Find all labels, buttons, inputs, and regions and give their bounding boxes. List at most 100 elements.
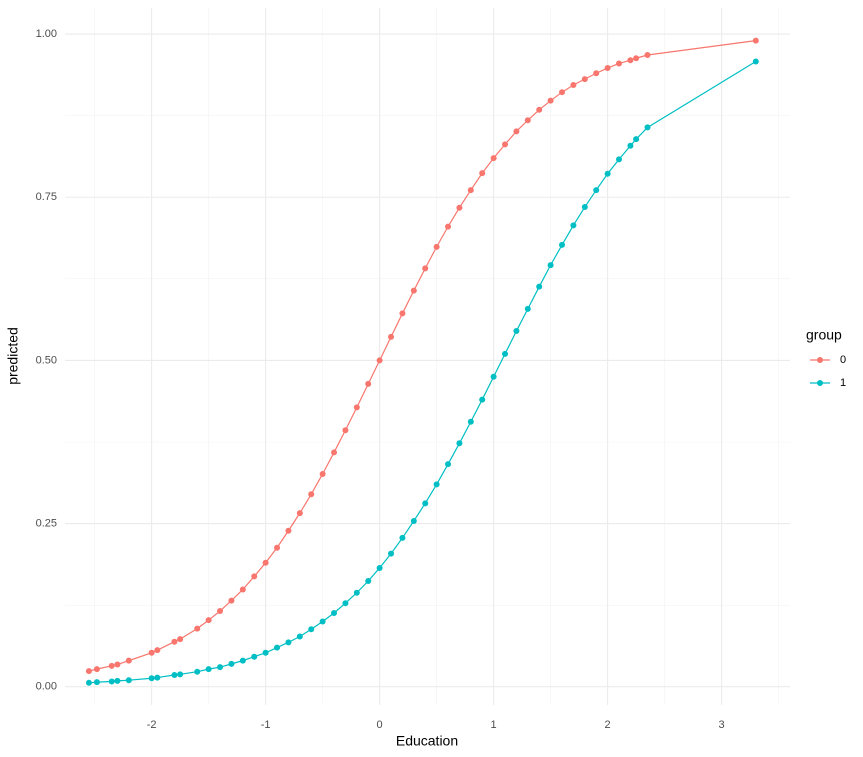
point [251, 573, 258, 580]
point [228, 660, 235, 667]
point [433, 481, 440, 488]
point [627, 142, 634, 149]
y-tick-label: 0.00 [36, 681, 57, 693]
point [342, 600, 349, 607]
x-tick-label: 0 [377, 719, 383, 731]
y-axis-title: predicted [5, 327, 21, 385]
point [228, 597, 235, 604]
point [239, 586, 246, 593]
point [570, 82, 577, 89]
point [376, 357, 383, 364]
point [319, 618, 326, 625]
point [422, 500, 429, 507]
legend-key-point [817, 380, 823, 386]
point [331, 449, 338, 456]
y-tick-label: 1.00 [36, 28, 57, 40]
point [399, 534, 406, 541]
x-tick-label: 1 [491, 719, 497, 731]
point [296, 633, 303, 640]
series-line [88, 40, 756, 672]
point [490, 373, 497, 380]
point [752, 37, 759, 44]
point [581, 204, 588, 211]
point [604, 170, 611, 177]
x-tick-label: 3 [719, 719, 725, 731]
point [194, 668, 201, 675]
point [513, 328, 520, 335]
point [308, 626, 315, 633]
point [274, 544, 281, 551]
point [148, 649, 155, 656]
point [547, 97, 554, 104]
point [490, 155, 497, 162]
x-tick-label: -1 [261, 719, 271, 731]
point [331, 609, 338, 616]
legend-title: group [806, 327, 842, 343]
point [205, 666, 212, 673]
point [445, 461, 452, 468]
point [148, 675, 155, 682]
point [536, 283, 543, 290]
legend-key-point [817, 357, 823, 363]
point [570, 222, 577, 229]
point [593, 187, 600, 194]
point [319, 470, 326, 477]
point [513, 128, 520, 135]
point [125, 677, 132, 684]
point [85, 679, 92, 686]
point [456, 440, 463, 447]
point [205, 617, 212, 624]
point [285, 527, 292, 534]
point [456, 204, 463, 211]
point [559, 89, 566, 96]
point [410, 517, 417, 524]
point [445, 223, 452, 230]
point [365, 578, 372, 585]
point [85, 668, 92, 675]
point [524, 117, 531, 124]
point [285, 639, 292, 646]
point [353, 589, 360, 596]
point [616, 156, 623, 163]
point [536, 106, 543, 113]
series-line [88, 61, 757, 684]
y-tick-label: 0.50 [36, 354, 57, 366]
point [616, 60, 623, 67]
point [93, 679, 100, 686]
point [262, 559, 269, 566]
point [502, 350, 509, 357]
legend-label: 0 [840, 354, 846, 366]
point [422, 265, 429, 272]
point [171, 638, 178, 645]
point [433, 243, 440, 250]
point [547, 262, 554, 269]
point [365, 380, 372, 387]
point [154, 674, 161, 681]
point [108, 678, 115, 685]
point [644, 51, 651, 58]
point [114, 661, 121, 668]
point [353, 404, 360, 411]
point [559, 241, 566, 248]
point [581, 76, 588, 83]
point [376, 564, 383, 571]
point [177, 671, 184, 678]
x-axis-title: Education [396, 733, 458, 749]
point [633, 55, 640, 62]
x-tick-label: -2 [147, 719, 157, 731]
point [399, 310, 406, 317]
point [177, 636, 184, 643]
point [410, 287, 417, 294]
point [251, 653, 258, 660]
point [239, 657, 246, 664]
point [479, 170, 486, 177]
point [388, 333, 395, 340]
legend-label: 1 [840, 377, 846, 389]
point [479, 396, 486, 403]
point [154, 647, 161, 654]
point [752, 58, 759, 65]
point [633, 136, 640, 143]
point [593, 70, 600, 77]
